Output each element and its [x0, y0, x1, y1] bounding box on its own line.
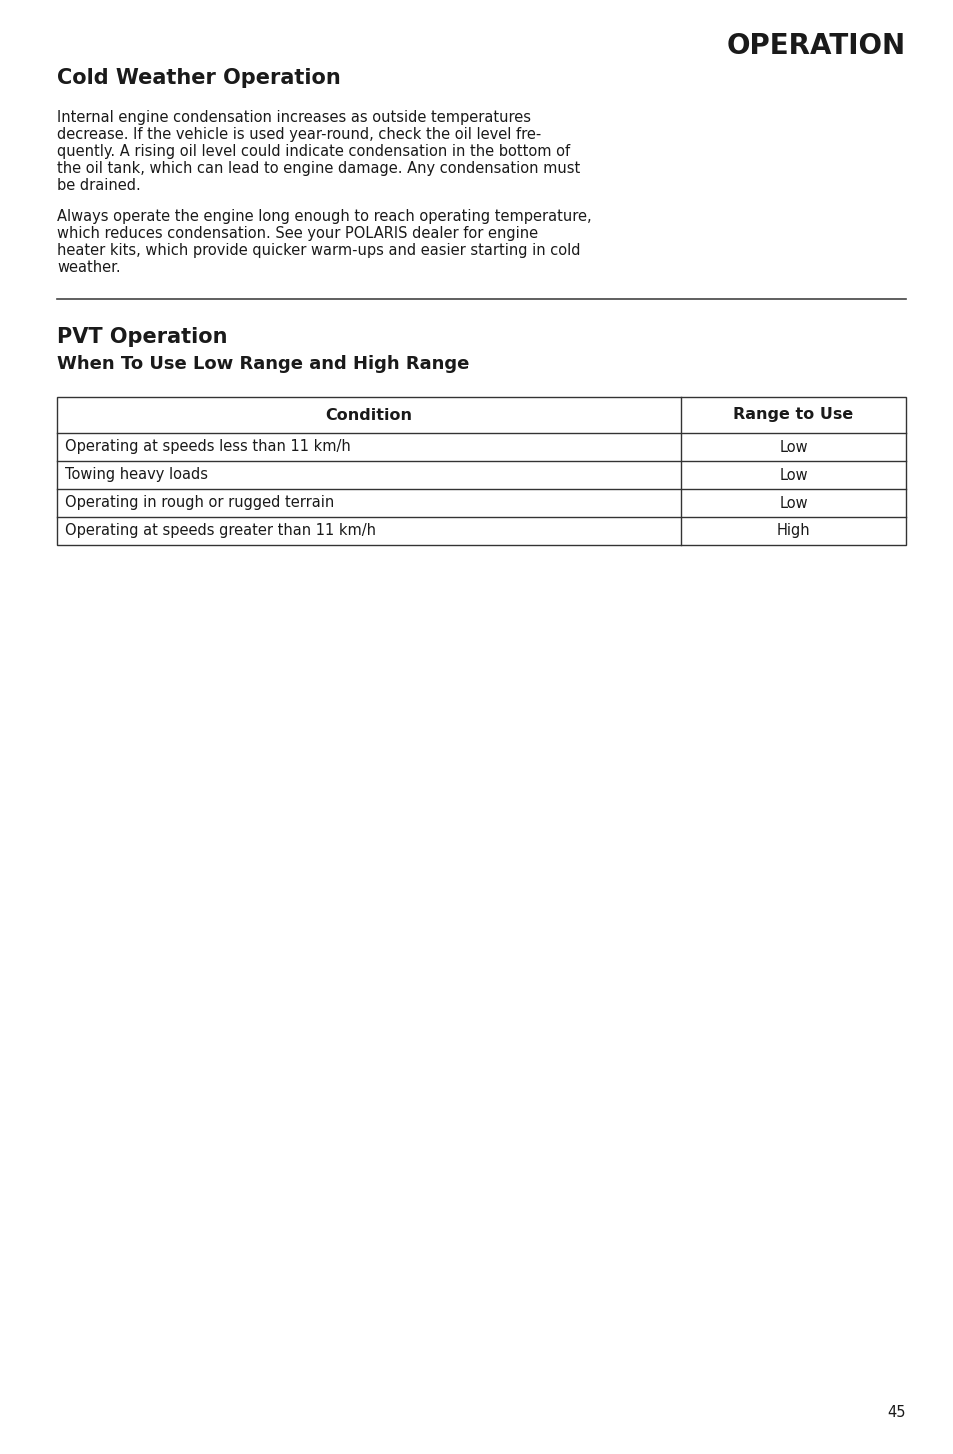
Text: the oil tank, which can lead to engine damage. Any condensation must: the oil tank, which can lead to engine d… — [57, 161, 579, 176]
Text: Condition: Condition — [325, 407, 412, 423]
Text: Low: Low — [779, 496, 807, 510]
Text: Internal engine condensation increases as outside temperatures: Internal engine condensation increases a… — [57, 111, 531, 125]
Text: 45: 45 — [886, 1405, 905, 1421]
Text: OPERATION: OPERATION — [726, 32, 905, 60]
Bar — [57, 397, 905, 545]
Text: Operating in rough or rugged terrain: Operating in rough or rugged terrain — [65, 496, 334, 510]
Text: Cold Weather Operation: Cold Weather Operation — [57, 68, 340, 89]
Text: weather.: weather. — [57, 260, 120, 275]
Text: Range to Use: Range to Use — [733, 407, 853, 423]
Text: High: High — [776, 523, 809, 538]
Text: quently. A rising oil level could indicate condensation in the bottom of: quently. A rising oil level could indica… — [57, 144, 570, 158]
Text: be drained.: be drained. — [57, 177, 141, 193]
Text: heater kits, which provide quicker warm-ups and easier starting in cold: heater kits, which provide quicker warm-… — [57, 243, 579, 257]
Text: When To Use Low Range and High Range: When To Use Low Range and High Range — [57, 355, 469, 374]
Text: Operating at speeds less than 11 km/h: Operating at speeds less than 11 km/h — [65, 439, 351, 455]
Text: which reduces condensation. See your POLARIS dealer for engine: which reduces condensation. See your POL… — [57, 225, 537, 241]
Text: Low: Low — [779, 468, 807, 483]
Text: Always operate the engine long enough to reach operating temperature,: Always operate the engine long enough to… — [57, 209, 591, 224]
Text: Operating at speeds greater than 11 km/h: Operating at speeds greater than 11 km/h — [65, 523, 375, 538]
Text: Low: Low — [779, 439, 807, 455]
Text: PVT Operation: PVT Operation — [57, 327, 227, 348]
Text: Towing heavy loads: Towing heavy loads — [65, 468, 208, 483]
Text: decrease. If the vehicle is used year-round, check the oil level fre-: decrease. If the vehicle is used year-ro… — [57, 126, 540, 142]
